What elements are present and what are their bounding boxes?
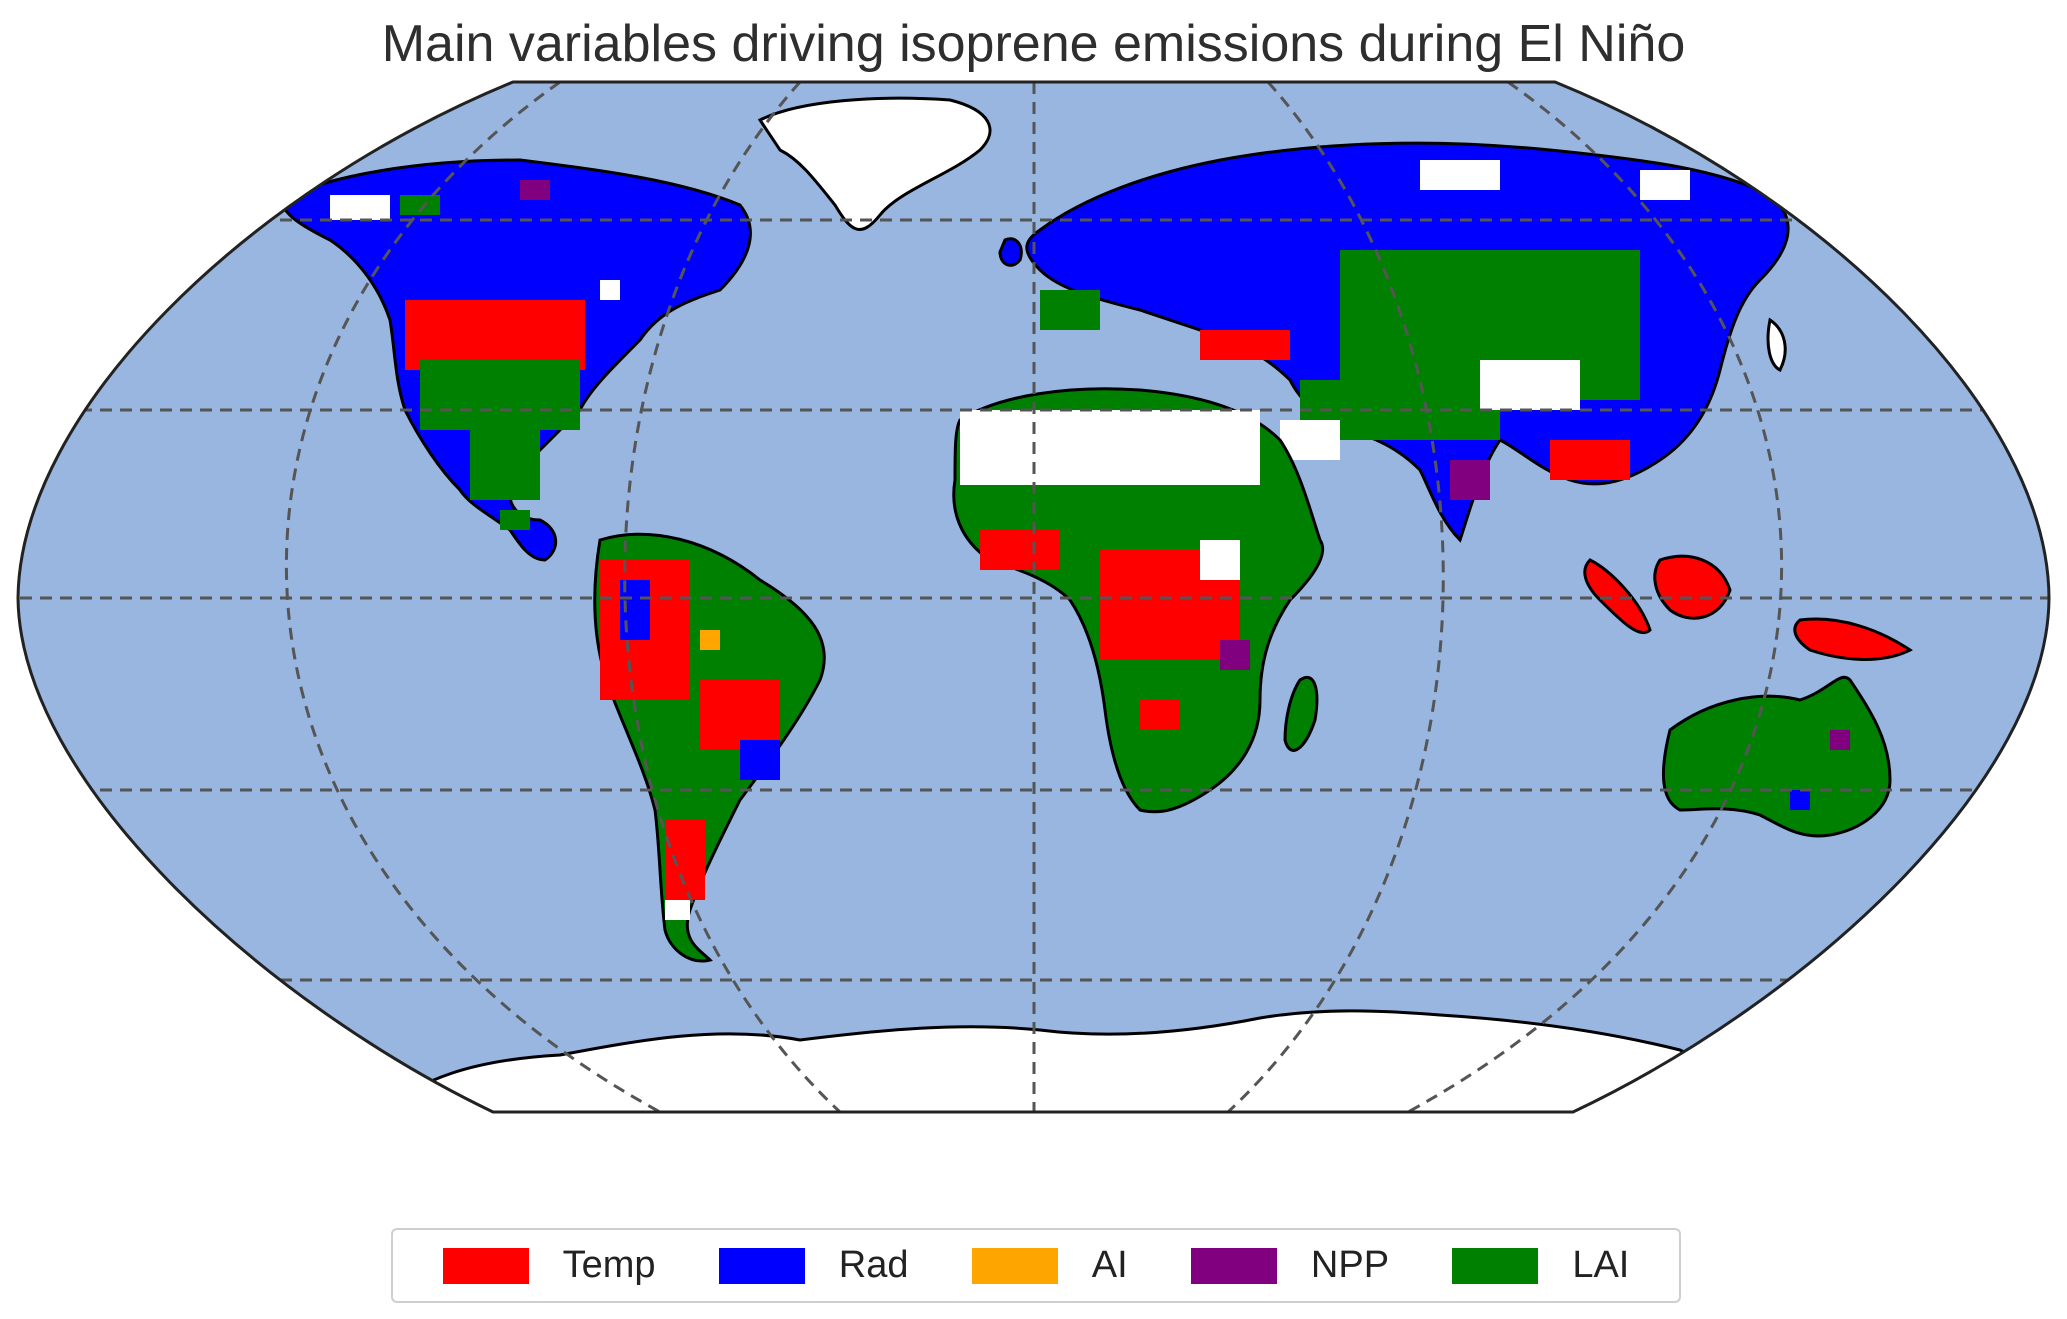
japan bbox=[1766, 317, 1787, 373]
legend: Temp Rad AI NPP LAI bbox=[391, 1228, 1681, 1303]
legend-item-rad: Rad bbox=[718, 1244, 909, 1287]
world-map bbox=[16, 80, 2051, 1114]
legend-label-lai: LAI bbox=[1572, 1244, 1630, 1286]
legend-swatch-rad bbox=[718, 1247, 805, 1284]
legend-swatch-temp bbox=[442, 1247, 529, 1284]
antarctica bbox=[375, 1009, 1764, 1112]
sumatra bbox=[1583, 558, 1652, 635]
legend-label-npp: NPP bbox=[1310, 1244, 1390, 1286]
new-guinea bbox=[1793, 617, 1913, 661]
borneo bbox=[1653, 554, 1732, 620]
map-title: Main variables driving isoprene emission… bbox=[381, 15, 1686, 73]
legend-swatch-ai bbox=[971, 1247, 1058, 1284]
legend-label-temp: Temp bbox=[562, 1244, 656, 1286]
legend-item-temp: Temp bbox=[442, 1244, 656, 1287]
madagascar bbox=[1283, 676, 1319, 752]
british-isles bbox=[998, 237, 1023, 267]
australia bbox=[1661, 675, 1892, 838]
legend-label-ai: AI bbox=[1091, 1244, 1128, 1286]
legend-label-rad: Rad bbox=[838, 1244, 909, 1286]
gridlines bbox=[18, 82, 2049, 1112]
new-zealand bbox=[1943, 828, 1967, 872]
legend-item-lai: LAI bbox=[1452, 1244, 1629, 1287]
greenland bbox=[757, 96, 992, 231]
legend-item-ai: AI bbox=[971, 1244, 1128, 1287]
legend-item-npp: NPP bbox=[1190, 1244, 1390, 1287]
legend-swatch-lai bbox=[1452, 1247, 1539, 1284]
legend-swatch-npp bbox=[1190, 1247, 1277, 1284]
globe-outline bbox=[16, 80, 2051, 1114]
